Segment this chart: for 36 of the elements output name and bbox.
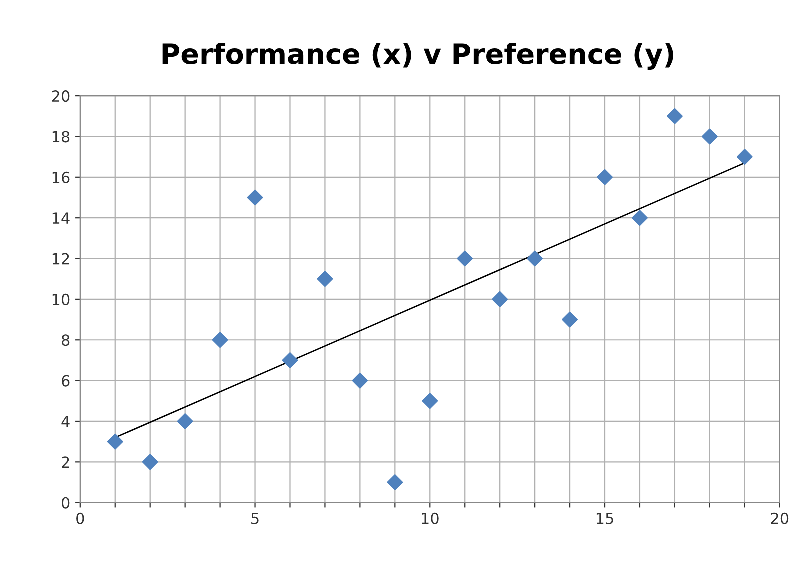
chart-title: Performance (x) v Preference (y) (162, 42, 674, 70)
point (492, 291, 508, 308)
point (142, 454, 158, 470)
y-tick-label: 20 (52, 90, 70, 102)
point (632, 210, 648, 226)
y-tick-label: 6 (62, 375, 70, 387)
x-tick-label: 15 (596, 513, 614, 524)
x-tick-label: 10 (422, 512, 439, 524)
y-tick-label: 8 (62, 334, 70, 346)
y-tick-label: 4 (62, 416, 70, 428)
point (562, 312, 578, 328)
point (352, 372, 368, 389)
x-tick-label: 20 (771, 512, 789, 524)
point (527, 250, 544, 267)
point (457, 250, 474, 267)
point (107, 434, 124, 450)
y-tick-label: 0 (62, 497, 70, 509)
point (666, 108, 683, 124)
x-tick-label: 0 (76, 512, 84, 524)
y-tick-label: 10 (52, 294, 70, 306)
point (317, 271, 334, 288)
point (736, 149, 753, 166)
point (247, 190, 264, 206)
y-tick-label: 2 (62, 456, 70, 468)
point (212, 332, 228, 348)
point (387, 474, 404, 490)
point (177, 414, 194, 430)
x-tick-label: 5 (252, 513, 259, 524)
y-tick-label: 16 (52, 172, 70, 184)
point (702, 128, 718, 145)
y-tick-label: 12 (52, 253, 70, 265)
y-tick-label: 18 (52, 131, 70, 143)
y-tick-label: 14 (52, 212, 70, 224)
point (422, 393, 438, 410)
point (597, 169, 613, 186)
point (282, 352, 298, 368)
